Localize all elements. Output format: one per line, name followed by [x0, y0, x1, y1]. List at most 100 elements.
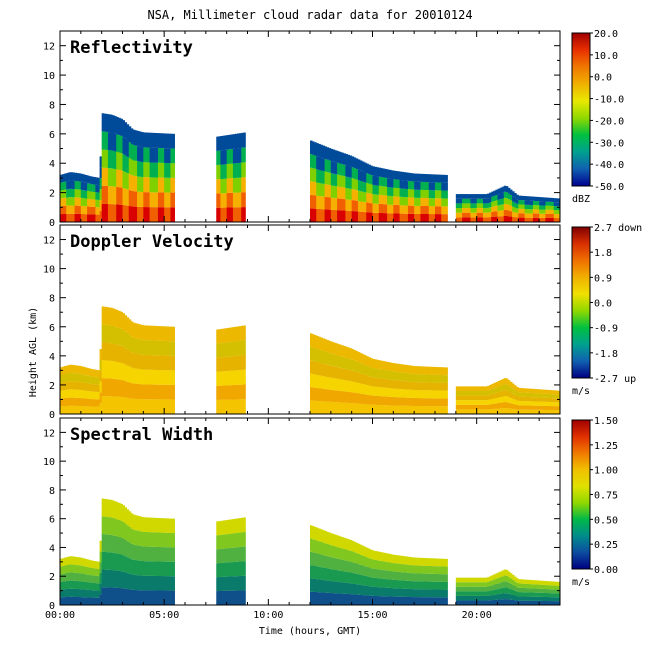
- data-cell: [82, 573, 86, 582]
- data-cell: [468, 198, 471, 204]
- data-cell: [401, 171, 405, 181]
- data-cell: [393, 363, 396, 372]
- data-cell: [353, 189, 357, 201]
- data-cell: [401, 572, 405, 581]
- data-cell: [322, 363, 325, 377]
- data-cell: [147, 384, 150, 400]
- data-cell: [416, 189, 419, 198]
- data-cell: [145, 384, 148, 400]
- data-cell: [410, 181, 413, 190]
- data-cell: [76, 597, 80, 605]
- data-cell: [170, 370, 173, 385]
- data-cell: [60, 390, 63, 399]
- data-cell: [414, 181, 417, 190]
- data-cell: [530, 392, 534, 398]
- data-cell: [72, 381, 75, 390]
- data-cell: [60, 206, 63, 215]
- data-cell: [472, 586, 475, 592]
- data-cell: [216, 193, 219, 208]
- data-cell: [426, 558, 430, 566]
- data-cell: [130, 383, 134, 399]
- data-cell: [314, 539, 317, 553]
- data-cell: [118, 554, 121, 572]
- data-cell: [95, 568, 98, 576]
- data-cell: [241, 369, 244, 385]
- data-cell: [143, 531, 146, 547]
- data-cell: [120, 554, 123, 572]
- data-cell: [355, 563, 359, 574]
- data-cell: [491, 408, 494, 414]
- data-cell: [107, 499, 111, 518]
- data-cell: [526, 209, 530, 214]
- data-cell: [422, 205, 425, 214]
- data-cell: [226, 548, 230, 563]
- colorbar-tick-label: -30.0: [594, 138, 624, 149]
- data-cell: [514, 197, 517, 203]
- data-cell: [441, 558, 444, 567]
- data-cell: [514, 394, 517, 400]
- data-cell: [97, 185, 100, 193]
- data-cell: [526, 596, 530, 601]
- data-cell: [499, 571, 503, 578]
- data-cell: [62, 382, 65, 391]
- data-cell: [389, 169, 392, 179]
- y-tick-label: 6: [49, 515, 55, 526]
- data-cell: [435, 558, 438, 567]
- data-cell: [91, 406, 94, 414]
- data-cell: [72, 172, 75, 181]
- data-cell: [222, 178, 225, 194]
- data-cell: [316, 592, 319, 605]
- data-cell: [541, 405, 544, 410]
- data-cell: [376, 194, 380, 204]
- data-cell: [89, 582, 92, 591]
- data-cell: [399, 180, 403, 189]
- data-cell: [466, 395, 469, 401]
- data-cell: [224, 520, 228, 535]
- data-cell: [505, 599, 509, 605]
- data-cell: [501, 581, 505, 588]
- data-cell: [332, 185, 336, 198]
- data-cell: [507, 408, 511, 414]
- data-cell: [137, 545, 140, 561]
- data-cell: [74, 389, 78, 398]
- data-cell: [510, 578, 513, 584]
- data-cell: [485, 198, 488, 204]
- data-cell: [482, 395, 486, 401]
- data-cell: [337, 570, 340, 582]
- data-cell: [87, 368, 90, 376]
- data-cell: [318, 362, 321, 376]
- data-cell: [153, 546, 157, 562]
- data-cell: [64, 573, 67, 582]
- data-cell: [543, 580, 546, 585]
- data-cell: [489, 217, 492, 222]
- data-cell: [401, 213, 405, 222]
- data-cell: [232, 518, 236, 534]
- data-cell: [99, 583, 103, 595]
- data-cell: [137, 575, 140, 591]
- data-cell: [170, 532, 173, 548]
- data-cell: [335, 390, 338, 403]
- data-cell: [482, 208, 486, 213]
- data-cell: [126, 589, 130, 605]
- data-cell: [97, 590, 100, 598]
- data-cell: [97, 399, 100, 407]
- data-cell: [526, 213, 530, 218]
- data-cell: [132, 368, 136, 384]
- data-cell: [112, 500, 115, 518]
- y-tick-label: 10: [43, 71, 55, 82]
- data-cell: [537, 205, 540, 210]
- data-cell: [162, 399, 165, 414]
- data-cell: [474, 217, 478, 222]
- data-cell: [366, 192, 369, 203]
- data-cell: [130, 574, 134, 590]
- data-cell: [89, 590, 92, 598]
- data-cell: [493, 579, 496, 585]
- data-cell: [218, 193, 221, 208]
- data-cell: [553, 206, 557, 211]
- data-cell: [341, 175, 344, 188]
- data-cell: [226, 193, 230, 208]
- data-cell: [520, 195, 523, 201]
- data-cell: [339, 402, 342, 414]
- data-cell: [149, 517, 153, 533]
- data-cell: [357, 553, 361, 565]
